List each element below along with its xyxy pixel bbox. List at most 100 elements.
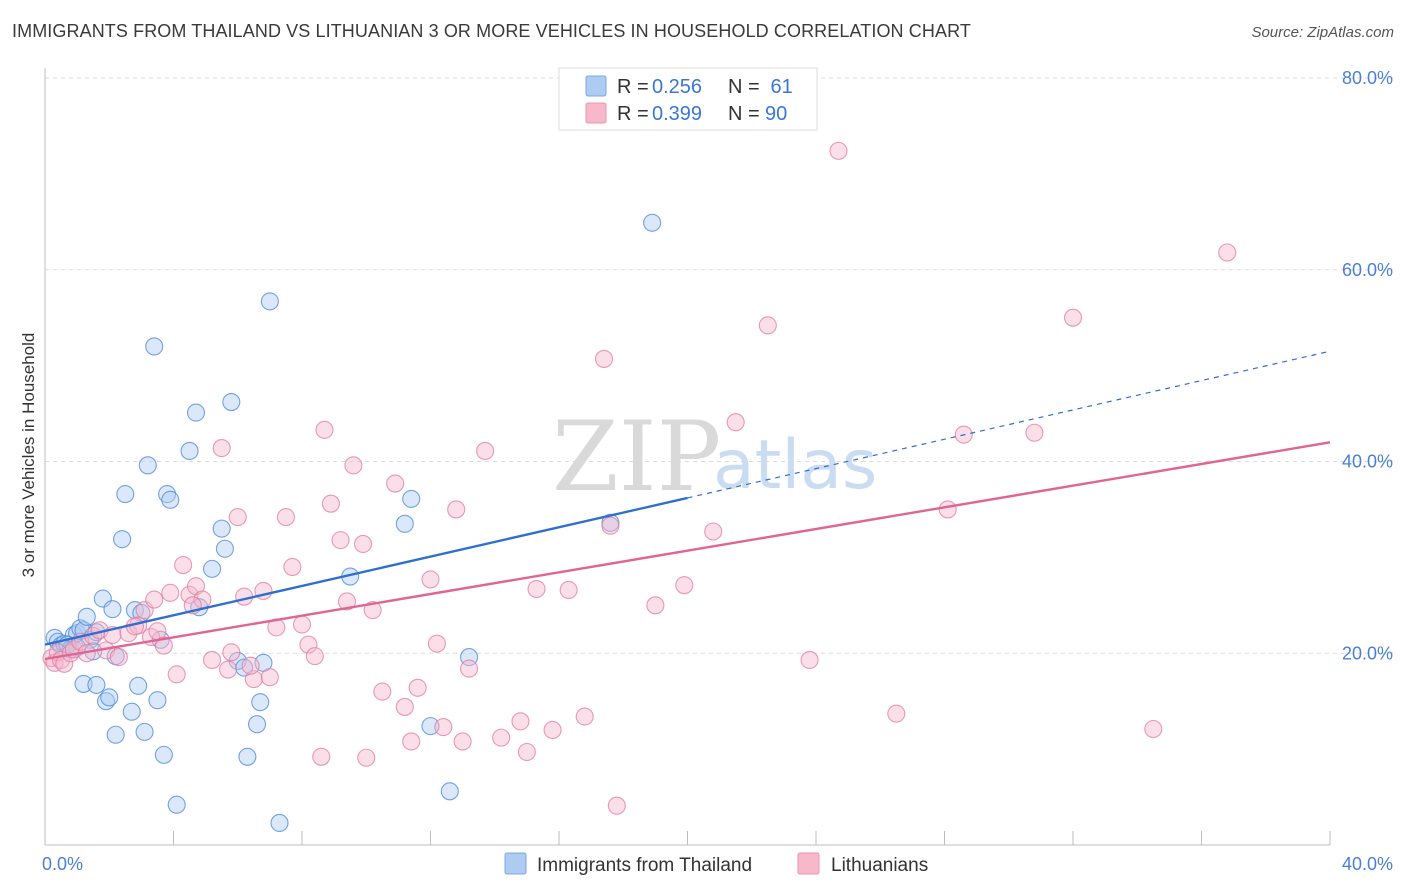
y-tick-label-3: 80.0%	[1342, 68, 1393, 88]
y-tick-label-2: 60.0%	[1342, 260, 1393, 280]
thailand-trend-line	[44, 496, 688, 646]
lithuanian-point-34	[276, 508, 295, 527]
lithuanian-point-43	[353, 534, 373, 554]
lithuanian-point-38	[305, 647, 324, 666]
lithuanian-point-56	[527, 579, 546, 599]
legend-swatch-thailand	[585, 75, 607, 97]
lithuanian-point-35	[283, 557, 302, 577]
lithuanian-point-61	[601, 516, 620, 535]
thailand-point-24	[161, 490, 180, 509]
thailand-point-25	[180, 441, 199, 461]
watermark-atlas: atlas	[713, 426, 877, 505]
lithuanian-point-64	[704, 522, 723, 541]
thailand-point-41	[440, 782, 459, 801]
lithuanian-point-13	[109, 648, 128, 667]
lithuanian-point-44	[363, 601, 382, 620]
thailand-point-44	[643, 213, 662, 232]
thailand-point-26	[186, 403, 206, 422]
lithuanian-point-68	[829, 141, 848, 160]
legend-r-label-thailand: R =	[617, 76, 649, 98]
lithuanian-point-81	[357, 748, 376, 767]
lithuanian-point-52	[459, 659, 479, 678]
y-tick-label-0: 20.0%	[1342, 643, 1393, 663]
thailand-point-57	[251, 693, 270, 712]
lithuanian-point-28	[219, 660, 238, 679]
bottom-legend-swatch-lithuanians	[797, 852, 820, 875]
lithuanian-point-70	[938, 500, 957, 519]
thailand-point-23	[158, 485, 177, 504]
lithuanian-point-75	[1218, 243, 1237, 262]
lithuanian-point-79	[312, 747, 331, 766]
lithuanian-point-72	[1025, 423, 1044, 442]
thailand-point-51	[129, 676, 148, 695]
lithuanian-point-73	[1063, 308, 1083, 327]
lithuanian-point-49	[421, 570, 440, 589]
lithuanian-point-83	[453, 732, 472, 751]
bottom-legend-label-lithuanians: Lithuanians	[831, 855, 928, 876]
lithuanian-point-88	[145, 590, 164, 609]
thailand-point-20	[138, 456, 157, 475]
lithuanian-point-85	[607, 796, 626, 815]
lithuanian-point-57	[543, 720, 562, 740]
lithuanian-point-47	[395, 697, 414, 716]
thailand-point-34	[247, 715, 267, 734]
x-tick-label-left: 0.0%	[42, 854, 83, 874]
legend-n-label-lithuanians: N =	[728, 103, 760, 125]
thailand-point-28	[203, 559, 222, 578]
lithuanian-point-20	[161, 583, 180, 602]
chart-title: IMMIGRANTS FROM THAILAND VS LITHUANIAN 3…	[12, 21, 971, 41]
thailand-point-53	[148, 691, 167, 710]
lithuanian-point-22	[174, 555, 193, 575]
thailand-point-21	[145, 337, 164, 356]
thailand-point-30	[215, 539, 234, 558]
lithuanian-point-76	[222, 643, 241, 662]
grid-lines	[45, 77, 1393, 654]
thailand-point-16	[113, 530, 132, 549]
lithuanian-point-65	[726, 413, 745, 432]
axes	[44, 68, 1331, 846]
lithuanian-point-39	[315, 420, 334, 439]
lithuanian-point-62	[646, 596, 665, 615]
thailand-point-39	[402, 489, 421, 508]
lithuanian-point-86	[427, 634, 446, 653]
lithuanian-point-74	[1144, 719, 1163, 739]
lithuanian-point-77	[241, 656, 260, 675]
lithuanian-point-51	[447, 500, 466, 519]
thailand-point-36	[260, 292, 279, 311]
lithuanian-point-42	[344, 456, 363, 475]
lithuanian-point-67	[800, 650, 819, 670]
watermark: ZIP atlas	[552, 401, 877, 513]
thailand-point-58	[270, 813, 289, 832]
legend-n-label-thailand: N =	[728, 76, 760, 98]
lithuanian-point-46	[386, 474, 405, 493]
lithuanian-point-80	[337, 592, 357, 611]
thailand-point-9	[77, 607, 96, 626]
lithuanian-point-21	[167, 665, 186, 684]
thailand-point-50	[122, 702, 141, 721]
bottom-legend-label-thailand: Immigrants from Thailand	[537, 855, 752, 876]
x-tick-labels: 0.0% 40.0%	[42, 854, 1393, 874]
legend-n-value-lithuanians: 90	[765, 103, 787, 125]
thailand-point-52	[135, 722, 154, 741]
legend-n-value-thailand: 61	[765, 76, 793, 98]
legend-r-label-lithuanians: R =	[617, 103, 649, 125]
source-label: Source: ZipAtlas.com	[1251, 24, 1394, 41]
thailand-point-17	[116, 485, 135, 504]
thailand-point-49	[106, 725, 125, 744]
y-tick-label-1: 40.0%	[1342, 452, 1393, 472]
thailand-point-14	[103, 600, 122, 619]
lithuanian-trend-line	[44, 441, 1331, 661]
lithuanian-point-69	[887, 704, 906, 723]
lithuanian-point-50	[434, 718, 453, 737]
lithuanian-point-66	[758, 316, 777, 335]
lithuanian-point-26	[203, 650, 222, 670]
thailand-point-48	[100, 688, 119, 707]
lithuanian-point-59	[575, 707, 594, 726]
thailand-point-55	[167, 795, 186, 814]
lithuanian-point-31	[244, 670, 263, 689]
series-legend: Immigrants from Thailand Lithuanians	[504, 852, 928, 876]
lithuanian-point-54	[492, 728, 511, 747]
lithuanian-point-36	[292, 615, 312, 634]
thailand-point-45	[74, 674, 93, 693]
